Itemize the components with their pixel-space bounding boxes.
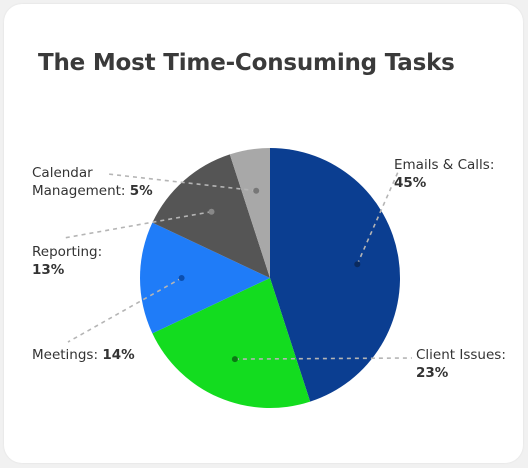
label-meetings-pct: 14% bbox=[102, 347, 135, 363]
leader-line-emails-calls bbox=[356, 171, 399, 265]
leader-dot-emails-calls bbox=[354, 261, 361, 268]
chart-title: The Most Time-Consuming Tasks bbox=[38, 50, 455, 76]
leader-dot-calendar-management bbox=[253, 187, 260, 194]
label-reporting-name: Reporting: bbox=[32, 244, 103, 260]
label-calendar-name: Calendar bbox=[32, 165, 93, 181]
pie-slice-reporting bbox=[152, 154, 270, 278]
label-reporting: Reporting: 13% bbox=[32, 243, 102, 279]
label-emails-calls: Emails & Calls: 45% bbox=[394, 156, 494, 192]
label-emails-calls-pct: 45% bbox=[394, 175, 427, 191]
leader-dot-meetings bbox=[178, 275, 185, 281]
leader-dot-client-issues bbox=[231, 356, 238, 363]
leader-dot-reporting bbox=[208, 208, 215, 215]
label-emails-calls-name: Emails & Calls: bbox=[394, 157, 495, 173]
label-reporting-pct: 13% bbox=[32, 262, 65, 278]
label-client-issues-name: Client Issues: bbox=[416, 347, 506, 363]
pie-slice-meetings bbox=[139, 222, 270, 334]
leader-line-calendar-management bbox=[107, 173, 257, 192]
label-meetings-name: Meetings: bbox=[32, 347, 99, 363]
label-calendar-management: Calendar Management: 5% bbox=[32, 164, 153, 200]
pie-slice-client-issues bbox=[152, 278, 311, 409]
label-client-issues: Client Issues: 23% bbox=[416, 346, 506, 382]
label-calendar-name-2: Management: bbox=[32, 183, 126, 199]
pie-slice-emails-calls bbox=[270, 148, 401, 402]
leader-line-meetings bbox=[67, 277, 182, 343]
label-meetings: Meetings: 14% bbox=[32, 346, 135, 364]
pie-slice-calendar-management bbox=[229, 148, 270, 278]
label-client-issues-pct: 23% bbox=[416, 365, 449, 381]
leader-line-client-issues bbox=[234, 357, 413, 360]
label-calendar-pct: 5% bbox=[129, 183, 153, 199]
leader-line-reporting bbox=[63, 210, 212, 239]
